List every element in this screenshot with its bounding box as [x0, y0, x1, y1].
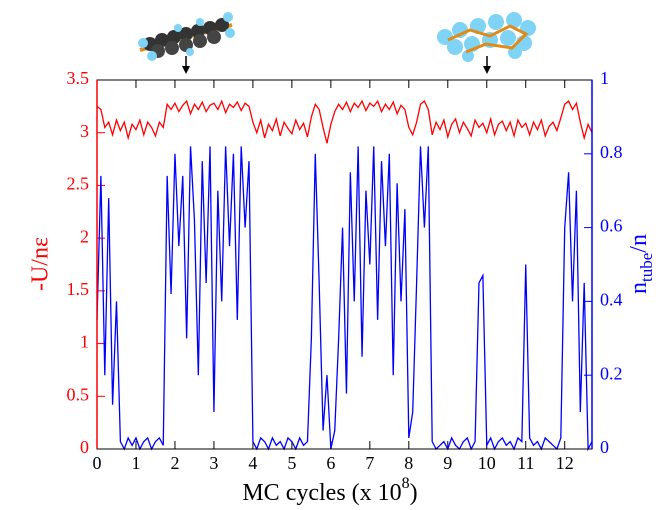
x-tick-label: 3 — [209, 453, 218, 473]
x-tick-label: 11 — [517, 453, 534, 473]
y2-tick-label: 0.2 — [600, 363, 623, 383]
molecule-folded — [437, 12, 536, 62]
x-label-main: MC cycles (x 10 — [242, 480, 401, 506]
y2-tick-label: 0.4 — [600, 290, 623, 310]
x-tick-label: 4 — [248, 453, 257, 473]
molecule-extended — [138, 12, 235, 61]
x-tick-label: 9 — [443, 453, 452, 473]
x-tick-label: 8 — [404, 453, 413, 473]
series-line — [96, 99, 593, 144]
y-tick-label: 1 — [80, 332, 89, 352]
y-tick-label: 3.5 — [67, 68, 90, 88]
x-label-sup: 8 — [402, 475, 410, 492]
y2-tick-label: 0 — [600, 437, 609, 457]
y-tick-label: 2.5 — [67, 174, 90, 194]
y-tick-label: 3 — [80, 121, 89, 141]
y2-tick-label: 1 — [600, 68, 609, 88]
y2-tick-label: 0.6 — [600, 216, 623, 236]
y-tick-label: 0.5 — [67, 384, 90, 404]
arrow-head — [483, 66, 491, 74]
x-tick-label: 0 — [93, 453, 102, 473]
y2-label-main: n — [626, 282, 652, 294]
y-tick-label: 1.5 — [67, 279, 90, 299]
x-tick-label: 12 — [556, 453, 574, 473]
y2-label-sub: tube — [637, 253, 656, 282]
y-axis-label: -U/nε — [28, 237, 54, 291]
x-tick-label: 2 — [170, 453, 179, 473]
x-tick-label: 5 — [287, 453, 296, 473]
x-tick-label: 1 — [131, 453, 140, 473]
series-line — [96, 146, 593, 452]
x-tick-label: 7 — [365, 453, 374, 473]
y-tick-label: 0 — [80, 437, 89, 457]
x-tick-label: 10 — [478, 453, 496, 473]
y2-label-rest: /n — [626, 234, 652, 253]
arrow-head — [182, 66, 190, 74]
x-label-rest: ) — [410, 480, 418, 506]
y-tick-label: 2 — [80, 226, 89, 246]
y2-tick-label: 0.8 — [600, 142, 623, 162]
x-axis-label: MC cycles (x 108) — [242, 475, 417, 506]
x-tick-label: 6 — [326, 453, 335, 473]
y2-axis-label: ntube/n — [626, 234, 656, 294]
